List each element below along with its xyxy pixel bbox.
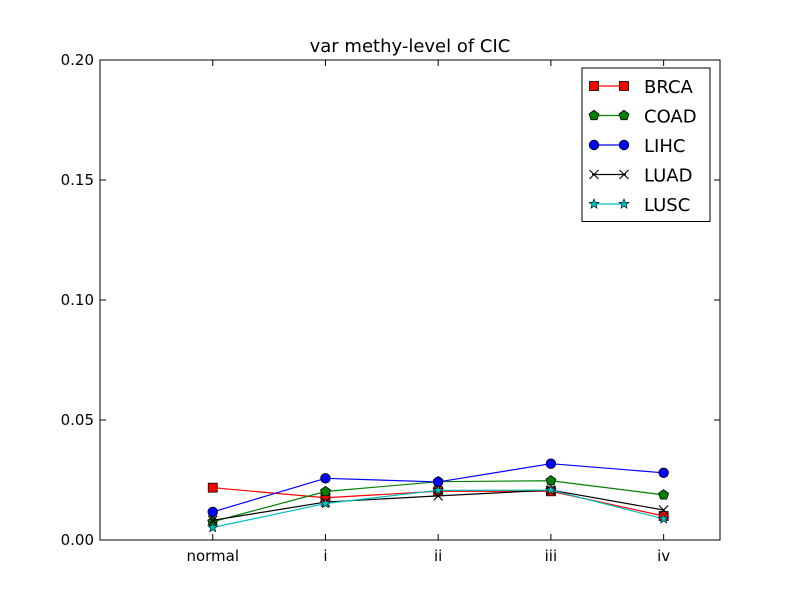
data-point-lusc-1 — [319, 497, 332, 509]
legend-marker — [588, 109, 600, 121]
legend-marker — [618, 109, 630, 121]
data-point-coad-1 — [320, 485, 331, 497]
legend-marker — [588, 197, 600, 209]
legend-marker — [619, 81, 629, 91]
data-point-coad-4 — [658, 489, 670, 500]
y-tick-label: 0.05 — [61, 411, 94, 429]
data-point-brca-0 — [207, 482, 218, 493]
legend-item-lusc: LUSC — [588, 195, 690, 216]
x-tick-label: normal — [186, 547, 239, 565]
legend-label: BRCA — [644, 77, 694, 98]
legend-marker — [619, 169, 629, 180]
chart-title: var methy-level of CIC — [310, 36, 511, 57]
y-tick-label: 0.00 — [61, 531, 94, 549]
legend: BRCA COAD LIHC LUAD LUSC — [581, 67, 711, 222]
plot-area — [206, 458, 670, 533]
y-tick-label: 0.10 — [61, 291, 94, 309]
data-point-lihc-3 — [545, 458, 557, 469]
x-tick-label: iii — [545, 547, 558, 565]
x-tick-label: i — [323, 547, 327, 565]
x-tick-label: ii — [434, 547, 442, 565]
legend-marker — [618, 197, 630, 209]
legend-label: COAD — [644, 107, 697, 128]
legend-marker — [618, 139, 630, 151]
data-point-lihc-1 — [320, 473, 331, 484]
data-point-luad-2 — [433, 490, 444, 501]
y-tick-label: 0.20 — [61, 51, 94, 69]
data-point-lusc-3 — [545, 484, 557, 495]
data-point-lusc-2 — [432, 484, 444, 496]
x-tick-label: iv — [657, 547, 670, 565]
legend-item-brca: BRCA — [589, 77, 694, 98]
y-tick-label: 0.15 — [61, 171, 94, 189]
legend-marker — [589, 81, 599, 91]
data-point-lihc-4 — [658, 467, 669, 479]
legend-label: LUAD — [644, 166, 692, 187]
legend-label: LIHC — [644, 136, 685, 157]
legend-marker — [589, 169, 599, 180]
legend-marker — [588, 139, 600, 151]
legend-item-lihc: LIHC — [588, 136, 685, 157]
data-point-lihc-0 — [207, 506, 218, 518]
series-lusc — [206, 484, 670, 533]
legend-item-coad: COAD — [588, 107, 697, 128]
data-point-luad-4 — [658, 505, 669, 515]
data-point-lusc-4 — [657, 512, 670, 524]
data-point-lusc-0 — [206, 521, 219, 533]
series-lihc — [207, 458, 669, 518]
data-point-luad-0 — [207, 515, 218, 526]
legend-item-luad: LUAD — [589, 166, 692, 187]
legend-label: LUSC — [644, 195, 690, 216]
